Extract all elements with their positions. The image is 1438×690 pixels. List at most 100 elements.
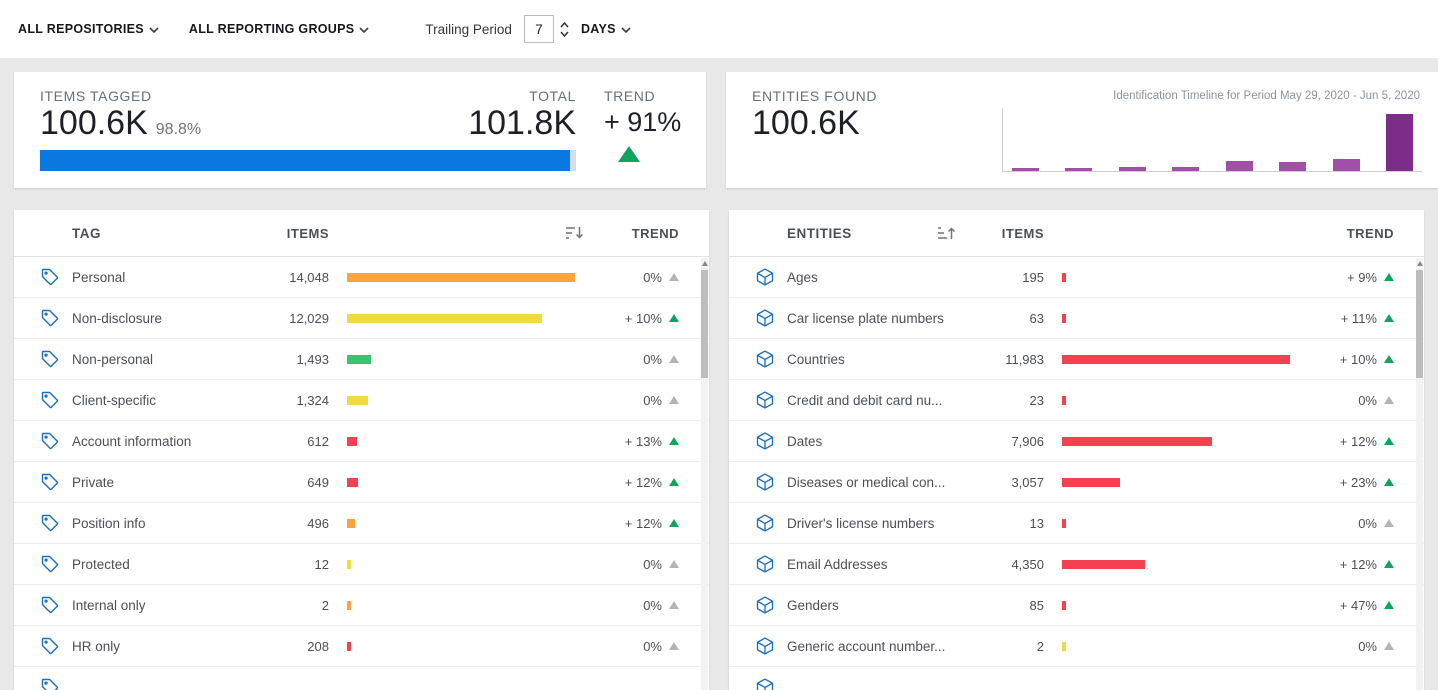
table-row[interactable]: Internal only20% — [14, 585, 709, 626]
table-row[interactable]: Position info496+ 12% — [14, 503, 709, 544]
tag-icon — [40, 472, 62, 492]
row-bar-fill — [347, 601, 351, 610]
trailing-period-label: Trailing Period — [425, 22, 512, 37]
days-unit-dropdown[interactable]: DAYS — [581, 20, 631, 38]
row-label: Personal — [72, 270, 251, 285]
trend-arrow-icon — [669, 437, 679, 445]
table-row[interactable]: Account information612+ 13% — [14, 421, 709, 462]
cube-icon — [755, 636, 777, 656]
scrollbar-thumb[interactable] — [701, 270, 708, 378]
trend-label: TREND — [604, 88, 684, 104]
row-bar-fill — [1062, 396, 1066, 405]
row-items-count: 1,324 — [251, 393, 329, 408]
days-unit-label: DAYS — [581, 22, 616, 36]
repositories-filter-dropdown[interactable]: ALL REPOSITORIES — [18, 20, 159, 38]
trend-arrow-icon — [1384, 273, 1394, 281]
table-row[interactable]: Driver's license numbers130% — [729, 503, 1424, 544]
row-bar-fill — [347, 519, 355, 528]
dashboard-content: ITEMS TAGGED 100.6K 98.8% TOTAL 101.8K — [0, 58, 1438, 690]
table-row[interactable]: Credit and debit card nu...230% — [729, 380, 1424, 421]
reporting-groups-filter-label: ALL REPORTING GROUPS — [189, 22, 355, 36]
scroll-up-icon[interactable] — [1417, 261, 1423, 266]
trend-arrow-icon — [1384, 519, 1394, 527]
trailing-period-increment-button[interactable] — [560, 22, 569, 28]
row-trend-value: + 9% — [1347, 270, 1377, 285]
row-trend-value: + 10% — [625, 311, 662, 326]
table-row[interactable]: Car license plate numbers63+ 11% — [729, 298, 1424, 339]
trend-arrow-icon — [669, 519, 679, 527]
timeline-bar — [1172, 167, 1199, 171]
row-bar — [1062, 396, 1308, 405]
row-bar — [347, 314, 593, 323]
items-column-header[interactable]: ITEMS — [251, 226, 329, 241]
trailing-period-input[interactable] — [524, 15, 554, 43]
row-label: Email Addresses — [787, 557, 966, 572]
table-row[interactable]: Diseases or medical con...3,057+ 23% — [729, 462, 1424, 503]
trend-arrow-icon — [669, 396, 679, 404]
row-label: Car license plate numbers — [787, 311, 966, 326]
row-bar — [1062, 314, 1308, 323]
scroll-up-icon[interactable] — [702, 261, 708, 266]
row-trend-value: 0% — [643, 393, 662, 408]
tag-table-card: TAG ITEMS TREND Personal14,0480%Non-disc… — [14, 210, 709, 690]
scrollbar-thumb[interactable] — [1416, 270, 1423, 378]
sort-ascending-icon[interactable] — [938, 226, 955, 240]
table-row[interactable]: Personal14,0480% — [14, 257, 709, 298]
row-trend: 0% — [593, 639, 679, 654]
trend-value: + 91% — [604, 106, 684, 138]
table-row[interactable]: Protected120% — [14, 544, 709, 585]
trend-column-header[interactable]: TREND — [1308, 226, 1394, 241]
row-bar-fill — [347, 273, 575, 282]
row-trend: + 12% — [1308, 557, 1394, 572]
tag-table-scrollbar[interactable] — [701, 258, 708, 690]
tag-column-header[interactable]: TAG — [72, 226, 251, 241]
row-trend: 0% — [593, 352, 679, 367]
table-row[interactable]: Ages195+ 9% — [729, 257, 1424, 298]
reporting-groups-filter-dropdown[interactable]: ALL REPORTING GROUPS — [189, 20, 370, 38]
trend-column-header[interactable]: TREND — [593, 226, 679, 241]
table-row[interactable]: Non-disclosure12,029+ 10% — [14, 298, 709, 339]
cube-icon — [755, 349, 777, 369]
row-trend-value: 0% — [1358, 639, 1377, 654]
row-items-count: 208 — [251, 639, 329, 654]
table-row[interactable]: Countries11,983+ 10% — [729, 339, 1424, 380]
table-row[interactable]: Non-personal1,4930% — [14, 339, 709, 380]
row-bar — [1062, 478, 1308, 487]
table-row[interactable]: Private649+ 12% — [14, 462, 709, 503]
row-bar — [1062, 437, 1308, 446]
table-row[interactable]: Client-specific1,3240% — [14, 380, 709, 421]
table-row[interactable]: HR only2080% — [14, 626, 709, 667]
table-row[interactable]: Email Addresses4,350+ 12% — [729, 544, 1424, 585]
table-row[interactable]: Genders85+ 47% — [729, 585, 1424, 626]
row-bar — [347, 601, 593, 610]
row-trend: 0% — [593, 557, 679, 572]
row-trend: + 10% — [593, 311, 679, 326]
tag-icon — [40, 267, 62, 287]
row-bar-fill — [347, 642, 351, 651]
row-items-count: 11,983 — [966, 352, 1044, 367]
table-row[interactable]: Dates7,906+ 12% — [729, 421, 1424, 462]
trailing-period-decrement-button[interactable] — [560, 31, 569, 37]
row-label: Non-disclosure — [72, 311, 251, 326]
table-row-partial[interactable] — [729, 667, 1424, 690]
entities-table-scrollbar[interactable] — [1416, 258, 1423, 690]
row-trend: + 12% — [593, 516, 679, 531]
row-trend-value: 0% — [643, 639, 662, 654]
table-row-partial[interactable] — [14, 667, 709, 690]
row-bar — [1062, 355, 1308, 364]
row-items-count: 2 — [966, 639, 1044, 654]
row-items-count: 496 — [251, 516, 329, 531]
row-bar — [1062, 560, 1308, 569]
cube-icon — [755, 390, 777, 410]
row-bar — [347, 519, 593, 528]
row-label: Genders — [787, 598, 966, 613]
items-column-header[interactable]: ITEMS — [966, 226, 1044, 241]
row-bar-fill — [1062, 560, 1145, 569]
entities-column-header[interactable]: ENTITIES — [787, 226, 852, 241]
sort-descending-icon[interactable] — [566, 226, 583, 240]
row-bar-fill — [1062, 478, 1120, 487]
row-trend-value: 0% — [643, 270, 662, 285]
cube-icon — [755, 677, 777, 690]
trend-arrow-icon — [1384, 396, 1394, 404]
table-row[interactable]: Generic account number...20% — [729, 626, 1424, 667]
